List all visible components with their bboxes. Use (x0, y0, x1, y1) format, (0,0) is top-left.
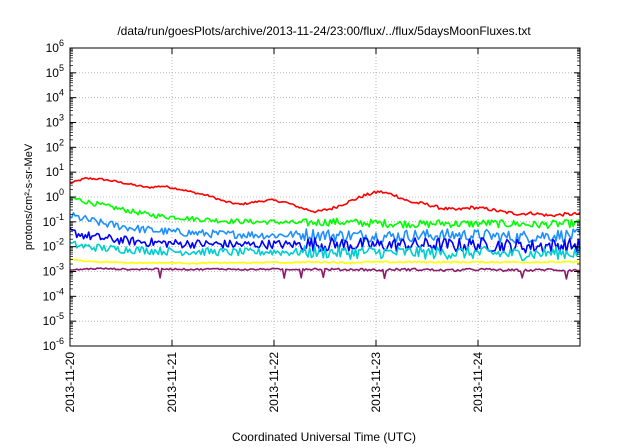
x-tick-label: 2013-11-21 (165, 352, 179, 413)
y-axis-label: protons/cm²-s-sr-MeV (23, 143, 35, 250)
series-line (69, 212, 581, 244)
series-line (69, 177, 581, 218)
y-tick-label: 10-2 (43, 237, 64, 254)
series-line (69, 258, 581, 265)
y-tick-label: 100 (46, 187, 64, 204)
grid (70, 48, 580, 346)
y-tick-label: 103 (46, 113, 64, 130)
series-line (69, 227, 581, 254)
x-tick-label: 2013-11-20 (63, 352, 77, 413)
y-tick-label: 102 (46, 137, 64, 154)
y-tick-label: 104 (46, 88, 64, 105)
y-tick-label: 10-3 (43, 262, 64, 279)
y-tick-label: 10-4 (43, 286, 64, 303)
x-axis-label: Coordinated Universal Time (UTC) (232, 430, 416, 444)
y-tick-label: 101 (46, 162, 64, 179)
series-line (69, 195, 581, 230)
x-axis: 2013-11-20 2013-11-21 2013-11-22 2013-11-23… (63, 48, 485, 413)
x-tick-label: 2013-11-23 (369, 352, 383, 413)
y-tick-label: 105 (46, 63, 64, 80)
series-line (69, 267, 581, 280)
chart-title: /data/run/goesPlots/archive/2013-11-24/2… (117, 24, 531, 38)
y-tick-label: 10-6 (43, 336, 64, 353)
series-group (69, 177, 581, 280)
x-tick-label: 2013-11-22 (267, 352, 281, 413)
series-line (69, 240, 581, 262)
x-tick-label: 2013-11-24 (471, 352, 485, 413)
y-tick-label: 106 (46, 38, 64, 55)
y-tick-label: 10-5 (43, 311, 64, 328)
y-tick-label: 10-1 (43, 212, 64, 229)
y-axis: 10-6 10-5 10-4 10-3 10-2 10-1 100 101 102 103 104 1… (43, 38, 580, 353)
